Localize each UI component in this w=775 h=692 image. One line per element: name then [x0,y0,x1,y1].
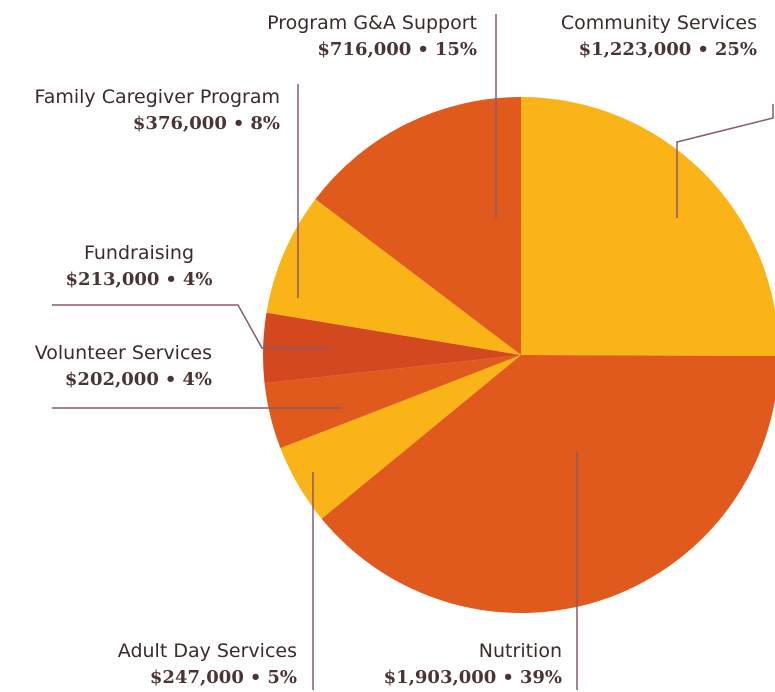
slice-label-name: Volunteer Services [34,342,212,364]
label-community-services: Community Services $1,223,000 • 25% [561,12,757,61]
pie-slice-nutrition [321,355,775,613]
slice-label-value: $1,903,000 • 39% [383,666,562,688]
slice-label-name: Nutrition [478,640,562,662]
label-nutrition: Nutrition $1,903,000 • 39% [384,640,562,689]
pie-slice-volunteer-services [264,355,521,449]
slice-label-value: $202,000 • 4% [64,368,212,390]
slice-label-name: Community Services [560,12,757,34]
label-family-caregiver-program: Family Caregiver Program $376,000 • 8% [35,86,280,135]
slice-label-value: $716,000 • 15% [317,38,477,60]
slice-label-value: $1,223,000 • 25% [578,38,757,60]
slice-label-name: Adult Day Services [117,640,297,662]
pie-slice-family-caregiver-program [266,199,521,355]
label-program-ga-support: Program G&A Support $716,000 • 15% [267,12,477,61]
slice-label-value: $247,000 • 5% [149,666,297,688]
slice-label-name: Family Caregiver Program [34,86,280,108]
slice-label-name: Fundraising [83,242,195,264]
pie-slice-fundraising [262,312,521,384]
leader-fundraising [52,304,330,349]
slice-label-name: Program G&A Support [267,12,477,34]
slice-label-value: $376,000 • 8% [132,112,280,134]
pie-slice-adult-day-services [280,355,521,519]
slice-label-value: $213,000 • 4% [65,268,213,290]
pie-slice-program-ga-support [315,97,521,355]
label-volunteer-services: Volunteer Services $202,000 • 4% [35,342,212,391]
pie-slice-community-services [521,97,775,356]
label-adult-day-services: Adult Day Services $247,000 • 5% [118,640,297,689]
leader-community-services [676,104,774,218]
label-fundraising: Fundraising $213,000 • 4% [54,242,224,291]
